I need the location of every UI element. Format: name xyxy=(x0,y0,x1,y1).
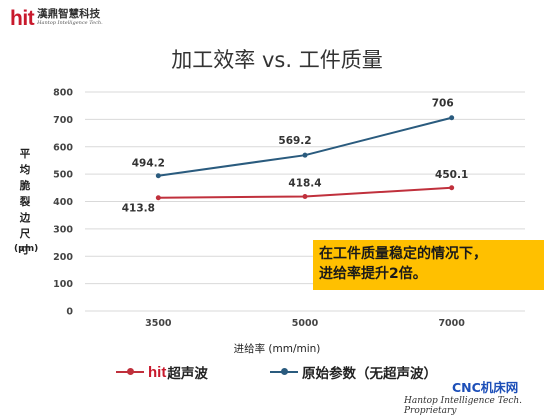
watermark-proprietary: Hantop Intelligence Tech. Proprietary xyxy=(404,396,523,416)
x-axis-label: 进给率 (mm/min) xyxy=(233,343,321,355)
annotation-line-2: 进给率提升2倍。 xyxy=(319,266,427,282)
legend-marker-ultrasonic xyxy=(127,368,134,375)
watermark-site: CNC机床网 xyxy=(452,380,519,395)
data-label-0-1: 418.4 xyxy=(288,177,321,189)
data-point-1-1 xyxy=(302,152,308,158)
logo-name-en: Hantop Intelligence Tech. xyxy=(37,20,103,26)
data-point-1-2 xyxy=(449,115,455,121)
x-tick-label-3500: 3500 xyxy=(145,318,172,329)
y-axis-unit: (μm) xyxy=(14,244,39,254)
y-tick-label-600: 600 xyxy=(53,142,73,153)
logo-mark: hit xyxy=(10,7,35,30)
legend-marker-original xyxy=(281,368,288,375)
data-label-1-1: 569.2 xyxy=(278,135,311,147)
legend-name-ultrasonic: 超声波 xyxy=(167,366,208,382)
annotation-line-1: 在工件质量稳定的情况下， xyxy=(319,246,487,262)
y-tick-label-800: 800 xyxy=(53,88,73,99)
x-tick-label-7000: 7000 xyxy=(438,318,465,329)
data-label-0-2: 450.1 xyxy=(435,169,468,181)
data-point-0-2 xyxy=(449,185,455,191)
y-tick-label-700: 700 xyxy=(53,115,73,126)
data-label-1-0: 494.2 xyxy=(132,158,165,170)
data-label-0-0: 413.8 xyxy=(122,203,155,215)
legend-name-original: 原始参数（无超声波） xyxy=(302,366,437,382)
legend-item-ultrasonic: hit 超声波 xyxy=(116,362,208,382)
chart-title: 加工效率 vs. 工件质量 xyxy=(171,48,383,72)
y-tick-label-200: 200 xyxy=(53,252,73,263)
logo-text: 漢鼎智慧科技 Hantop Intelligence Tech. xyxy=(37,8,103,27)
y-tick-label-0: 0 xyxy=(66,307,73,318)
company-logo: hit 漢鼎智慧科技 Hantop Intelligence Tech. xyxy=(10,8,103,29)
x-tick-label-5000: 5000 xyxy=(292,318,319,329)
data-point-1-0 xyxy=(155,173,161,179)
legend-item-original: 原始参数（无超声波） xyxy=(270,362,437,382)
y-tick-label-300: 300 xyxy=(53,224,73,235)
y-tick-label-500: 500 xyxy=(53,170,73,181)
annotation-callout: 在工件质量稳定的情况下， 进给率提升2倍。 xyxy=(313,240,544,290)
legend-swatch-ultrasonic xyxy=(116,368,144,375)
data-label-1-2: 706 xyxy=(432,98,454,110)
chart-legend: hit 超声波 原始参数（无超声波） xyxy=(0,362,554,382)
y-tick-label-400: 400 xyxy=(53,197,73,208)
legend-label-ultrasonic: hit 超声波 xyxy=(148,362,208,383)
data-point-0-1 xyxy=(302,193,308,199)
logo-name-cn: 漢鼎智慧科技 xyxy=(37,8,101,20)
y-tick-label-100: 100 xyxy=(53,279,73,290)
legend-hit-mark: hit xyxy=(148,363,167,381)
legend-swatch-original xyxy=(270,368,298,375)
y-axis-label: 平均脆裂边尺寸 xyxy=(19,148,31,256)
data-point-0-0 xyxy=(155,195,161,201)
